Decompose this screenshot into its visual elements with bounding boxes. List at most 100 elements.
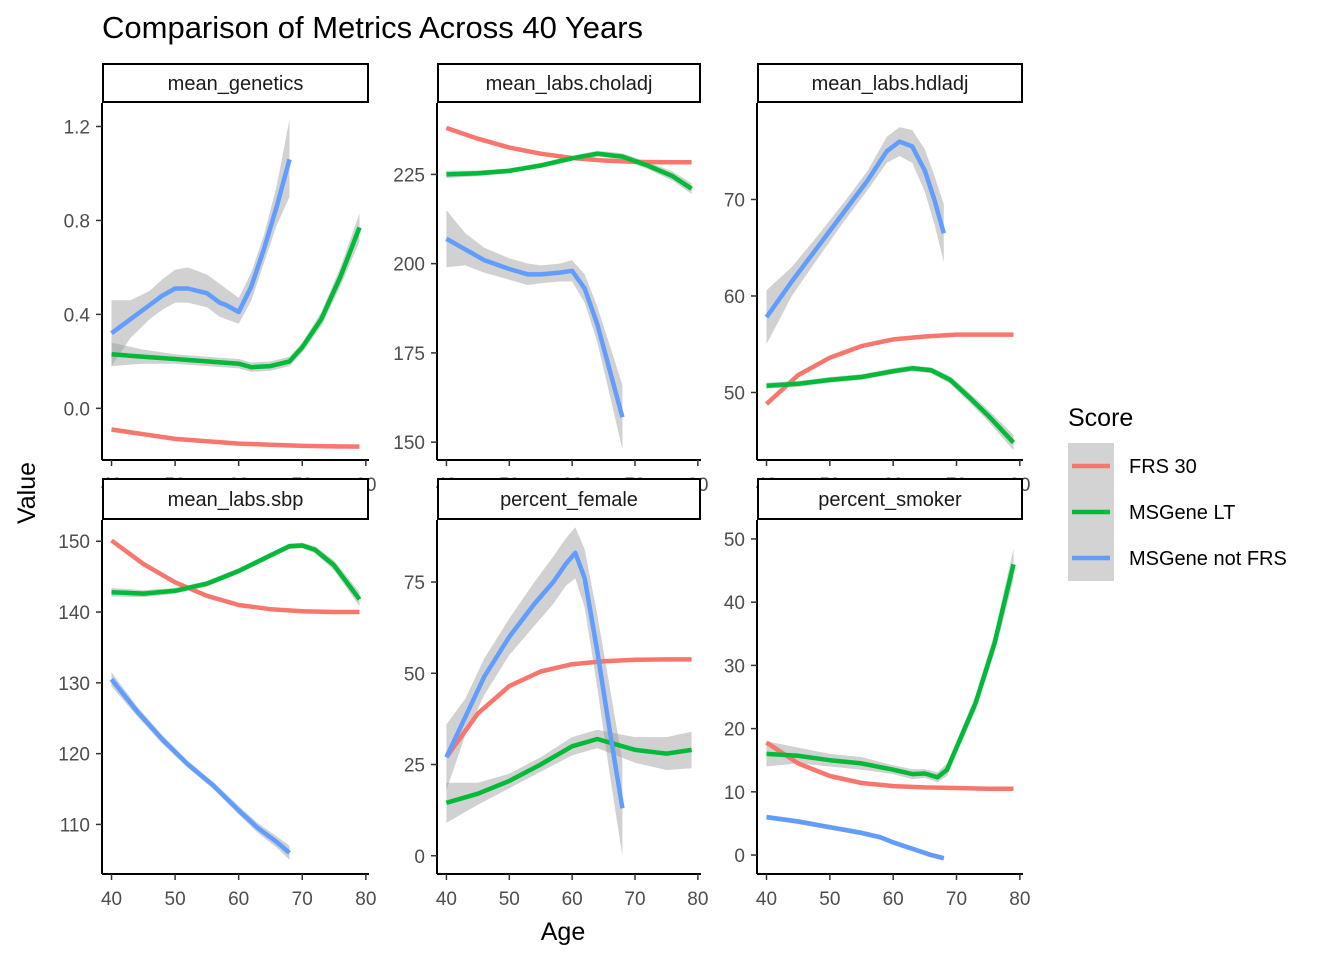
y-tick-label: 0 [734,846,745,867]
panel-percent-smoker: percent_smoker 0 10 20 30 40 50 40 50 60 70 80 [724,478,1030,910]
series-line-msgene-lt [445,736,692,805]
strip-label: mean_labs.choladj [486,73,653,95]
x-tick-label: 40 [436,889,457,910]
x-tick-label: 70 [946,889,967,910]
x-axis-title: Age [541,918,585,946]
ribbon-msgene-not-frs [446,210,623,450]
y-tick-label: 0.8 [64,211,90,232]
y-tick-label: 0 [414,847,425,868]
panel-percent-female: percent_female 0 25 50 75 40 50 60 70 80 [404,478,708,910]
y-tick-label: 150 [58,532,90,553]
series-line-msgene-not-frs [444,550,625,809]
x-tick-label: 70 [624,889,645,910]
strip-label: percent_smoker [818,489,962,511]
x-tick-label: 80 [355,889,376,910]
plot-area [444,527,692,856]
legend: Score FRS 30 MSGene LT MSGene not FRS [1068,404,1287,581]
strip-label: percent_female [500,489,638,511]
x-tick-label: 80 [687,889,708,910]
series-line-msgene-lt [446,151,693,191]
y-tick-label: 75 [404,573,425,594]
plot-area [765,548,1016,861]
y-tick-label: 120 [58,745,90,766]
ribbon-msgene-not-frs [766,814,944,861]
chart-panels: mean_genetics0.00.40.81.24050607080mean_… [58,63,1030,910]
panel-mean-labs-hdladj: mean_labs.hdladj5060704050607080 [724,63,1030,496]
ribbon-msgene-not-frs [111,672,290,860]
strip-label: mean_genetics [168,73,304,95]
strip-label: mean_labs.hdladj [812,73,969,95]
strip-box [102,63,369,103]
y-axis-title: Value [13,462,41,524]
legend-label: FRS 30 [1129,456,1197,478]
series-line-frs-30 [765,740,1014,791]
series-line-msgene-not-frs [110,158,292,336]
y-tick-label: 140 [58,603,90,624]
x-tick-label: 70 [292,889,313,910]
chart-title: Comparison of Metrics Across 40 Years [102,10,643,45]
ribbon-msgene-not-frs [446,527,623,856]
series-line-frs-30 [110,538,360,615]
strip-label: mean_labs.sbp [168,489,304,511]
legend-label: MSGene LT [1129,502,1235,524]
y-tick-label: 130 [58,674,90,695]
y-tick-label: 200 [393,255,425,276]
y-tick-label: 225 [393,165,425,186]
y-tick-label: 1.2 [64,117,90,138]
y-tick-label: 10 [724,783,745,804]
y-tick-label: 50 [404,664,425,685]
ribbon-msgene-lt [766,548,1014,783]
series-line-frs-30 [111,427,360,449]
series-line-msgene-lt [766,563,1016,780]
x-tick-label: 60 [883,889,904,910]
y-tick-label: 175 [393,344,425,365]
plot-area [445,125,693,450]
strip-box [102,478,369,520]
plot-area [110,119,362,449]
series-line-msgene-lt [766,366,1016,445]
plot-area [109,538,362,860]
x-tick-label: 40 [101,889,122,910]
y-tick-label: 70 [724,190,745,211]
legend-label: MSGene not FRS [1129,548,1287,570]
strip-box [437,478,701,520]
x-tick-label: 50 [499,889,520,910]
ribbon-msgene-not-frs [111,119,290,367]
x-tick-label: 80 [1009,889,1030,910]
y-tick-label: 50 [724,383,745,404]
series-line-msgene-not-frs [109,677,291,855]
ribbon-msgene-lt [766,365,1014,451]
x-tick-label: 60 [562,889,583,910]
series-line-msgene-lt [111,543,362,601]
series-line-frs-30 [444,657,692,759]
x-tick-label: 40 [756,889,777,910]
plot-area [764,127,1016,451]
y-tick-label: 20 [724,720,745,741]
ribbon-msgene-lt [446,729,692,823]
y-tick-label: 150 [393,433,425,454]
y-tick-label: 0.0 [64,399,90,420]
series-line-msgene-lt [111,226,362,370]
strip-box [437,63,701,103]
y-tick-label: 30 [724,656,745,677]
y-tick-label: 50 [724,530,745,551]
x-tick-label: 50 [819,889,840,910]
panel-mean-labs-choladj: mean_labs.choladj1501752002254050607080 [393,63,708,496]
legend-title: Score [1068,404,1133,432]
x-tick-label: 50 [165,889,186,910]
y-tick-label: 40 [724,593,745,614]
strip-box [757,63,1023,103]
series-line-msgene-not-frs [764,139,946,319]
series-line-frs-30 [764,332,1014,406]
y-tick-label: 110 [60,815,90,836]
panel-mean-labs-sbp: mean_labs.sbp 110 120 130 140 150 40 50 60 70 80 [58,478,376,910]
y-tick-label: 60 [724,287,745,308]
x-tick-label: 60 [228,889,249,910]
y-tick-label: 0.4 [64,305,91,326]
series-line-msgene-not-frs [766,814,945,861]
strip-box [757,478,1023,520]
y-tick-label: 25 [404,756,425,777]
series-line-msgene-not-frs [445,236,625,418]
